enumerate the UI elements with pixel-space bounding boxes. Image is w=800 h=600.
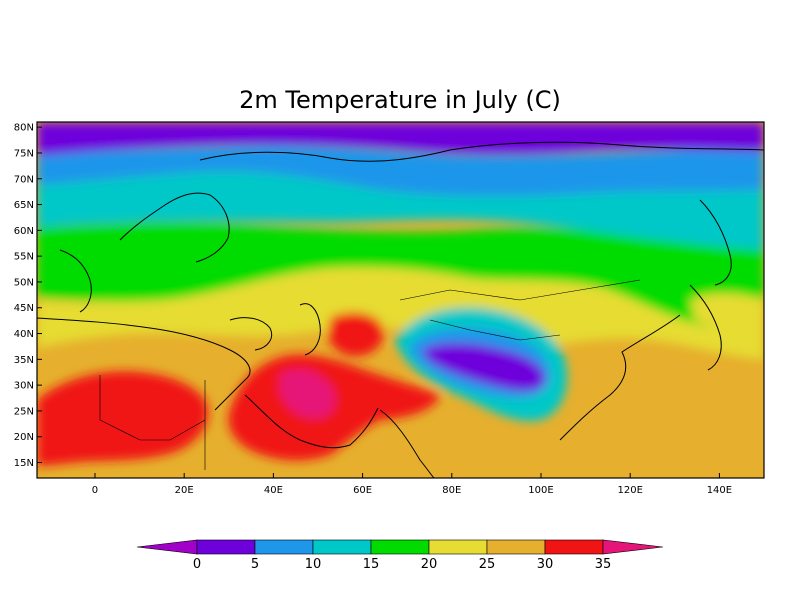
turan-30-35 <box>328 312 384 357</box>
coast-kamchatka-okhotsk <box>699 199 732 286</box>
lat-tick-label: 25N <box>14 406 34 417</box>
lat-tick-label: 35N <box>14 355 34 366</box>
country-borders <box>99 279 641 470</box>
lon-tick-label: 140E <box>707 485 732 496</box>
lat-tick-label: 20N <box>14 432 34 443</box>
band-15-20 <box>37 222 764 330</box>
lat-tick-label: 45N <box>14 303 34 314</box>
colorbar-level-label: 25 <box>479 557 496 572</box>
colorbar-swatch-0-5 <box>196 539 256 555</box>
tibet-0-5 <box>423 342 546 391</box>
gulf-above-35 <box>280 369 336 419</box>
lon-tick-label: 100E <box>528 485 553 496</box>
colorbar-arrow-low <box>136 539 198 555</box>
lon-tick-label: 20E <box>175 485 194 496</box>
lat-tick-label: 30N <box>14 381 34 392</box>
border-china-west <box>429 319 561 341</box>
lon-tick-label: 120E <box>617 485 642 496</box>
lon-tick-label: 0 <box>92 485 98 496</box>
coast-scandinavia <box>119 192 230 263</box>
lat-tick-label: 75N <box>14 148 34 159</box>
coast-black-sea <box>229 317 273 351</box>
coast-britain-france <box>59 249 92 313</box>
colorbar-level-label: 0 <box>193 557 201 572</box>
colorbar-arrow-high <box>602 539 664 555</box>
lat-tick-label: 60N <box>14 226 34 237</box>
band-10-15 <box>37 171 764 250</box>
colorbar-level-label: 30 <box>537 557 554 572</box>
lat-tick-label: 50N <box>14 277 34 288</box>
lat-tick-label: 80N <box>14 123 34 134</box>
colorbar-level-label: 15 <box>363 557 380 572</box>
lat-tick-label: 65N <box>14 200 34 211</box>
colorbar-swatch-30-35 <box>544 539 604 555</box>
map-frame <box>36 121 765 479</box>
coast-india <box>379 409 435 478</box>
colorbar-level-label: 20 <box>421 557 438 572</box>
lon-tick-label: 80E <box>442 485 461 496</box>
coast-arabia <box>244 394 379 449</box>
colorbar-level-label: 10 <box>305 557 322 572</box>
lat-tick-label: 40N <box>14 329 34 340</box>
colorbar-swatch-10-15 <box>312 539 372 555</box>
coastlines <box>37 141 764 478</box>
sahara-30-35 <box>37 371 209 466</box>
coast-caspian <box>299 303 321 356</box>
coast-korea-japan <box>689 284 722 371</box>
longitude-axis: 0 20E 40E 60E 80E 100E 120E 140E <box>92 473 732 496</box>
lon-tick-label: 40E <box>264 485 283 496</box>
lat-tick-label: 15N <box>14 458 34 469</box>
border-russia-south <box>399 279 641 301</box>
latitude-axis: 80N 75N 70N 65N 60N 55N 50N 45N 40N 35N 30N 25N 20N 1… <box>14 123 42 469</box>
coast-arctic <box>199 141 764 162</box>
lon-tick-label: 60E <box>353 485 372 496</box>
border-sahara <box>99 375 206 441</box>
colorbar-swatch-15-20 <box>370 539 430 555</box>
colorbar: 0 5 10 15 20 25 30 35 <box>136 539 664 572</box>
map-title: 2m Temperature in July (C) <box>239 86 561 114</box>
coast-north-africa <box>37 317 251 411</box>
colorbar-swatch-5-10 <box>254 539 314 555</box>
colorbar-swatch-20-25 <box>428 539 488 555</box>
colorbar-level-label: 35 <box>595 557 612 572</box>
colorbar-swatch-25-30 <box>486 539 546 555</box>
coast-china <box>559 314 681 441</box>
lat-tick-label: 55N <box>14 252 34 263</box>
band-5-10 <box>37 145 764 197</box>
band-0-5 <box>37 122 764 156</box>
japan-20-25 <box>690 293 764 340</box>
colorbar-level-label: 5 <box>251 557 259 572</box>
lat-tick-label: 70N <box>14 174 34 185</box>
